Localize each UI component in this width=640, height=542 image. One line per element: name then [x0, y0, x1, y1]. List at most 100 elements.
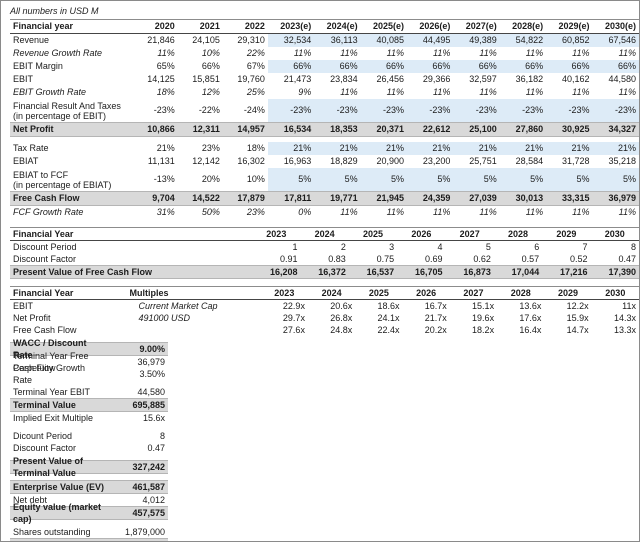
kv-label: Terminal Year EBIT: [13, 387, 91, 397]
value-cell: 66%: [360, 60, 408, 73]
row-label: Discount Period: [10, 241, 252, 254]
value-cell: -23%: [453, 99, 500, 123]
value-cell: 31,728: [561, 156, 590, 166]
value-cell: 25,100: [453, 122, 500, 137]
row-label-line: Discount Period: [13, 242, 77, 252]
multiples-note: 491000 USD: [138, 313, 191, 323]
value-cell: -23%: [360, 99, 408, 123]
value-cell: 20%: [201, 174, 220, 184]
value-cell: 21%: [546, 142, 593, 155]
value-cell: 36,182: [515, 74, 544, 84]
year-header: 2028: [510, 288, 531, 298]
value-cell: 23,834: [330, 74, 358, 84]
value-cell: 21%: [592, 142, 639, 155]
value-cell: 22,612: [407, 122, 454, 137]
value-cell: 18,829: [330, 156, 358, 166]
kv-label: Perpetuity Growth Rate: [13, 363, 86, 385]
value-cell: 11x: [622, 301, 636, 311]
multiples-note: [127, 324, 261, 336]
value-cell: 0.47: [618, 254, 636, 264]
row-label: Revenue: [10, 34, 133, 48]
row-label-line: Present Value of Free Cash Flow: [13, 267, 153, 277]
kv-row: Price per share$243.52: [10, 538, 168, 541]
row-label: EBIT Growth Rate: [10, 86, 133, 99]
value-cell: 20,371: [360, 122, 408, 137]
year-header: 2028: [508, 229, 529, 239]
row-label-line: Free Cash Flow: [13, 193, 80, 203]
value-cell: 30,013: [499, 191, 547, 206]
value-cell: 21%: [407, 142, 454, 155]
value-cell: 18%: [156, 87, 175, 97]
valuation-summary: WACC / Discount Rate 9.00% Terminal Year F…: [10, 338, 168, 541]
year-header: 2029: [557, 288, 579, 298]
value-cell: 66%: [499, 60, 547, 73]
kv-label: Net debt: [13, 495, 48, 505]
value-cell: 5%: [453, 168, 500, 192]
value-cell: -23%: [499, 99, 547, 123]
value-cell: 5%: [499, 168, 547, 192]
value-cell: 26.8x: [330, 313, 353, 323]
row-label-header: Financial Year: [13, 229, 74, 239]
present-value-table: Financial Year 2023 2024 2025 2026 2027 2028 20…: [10, 227, 639, 279]
year-header: 2026: [416, 288, 437, 298]
value-cell: 10%: [201, 48, 220, 58]
value-cell: 24,359: [407, 191, 454, 206]
row-label: EBIAT: [10, 155, 133, 168]
kv-value: 1,879,000: [124, 527, 165, 537]
row-label: Discount Factor: [10, 253, 252, 266]
value-cell: 44,580: [608, 74, 636, 84]
value-cell: 11%: [479, 87, 497, 97]
value-cell: 15.1x: [472, 301, 495, 311]
value-cell: 36,113: [314, 33, 361, 47]
value-cell: -23%: [153, 105, 175, 115]
table-row: Financial Result And Taxes (in percentage…: [10, 99, 639, 123]
table-row: Net Profit 491000 USD 29.7x 26.8x 24.1x 21.7x…: [10, 312, 639, 324]
kv-value: 15.6x: [142, 413, 165, 423]
row-label-line: Free Cash Flow: [13, 325, 77, 335]
value-cell: 14,957: [222, 122, 268, 137]
value-cell: -24%: [243, 105, 265, 115]
kv-value: 3.50%: [139, 369, 165, 379]
value-cell: 22.9x: [282, 301, 305, 311]
year-header: 2026(e): [419, 21, 451, 31]
row-label-line: Discount Factor: [13, 254, 77, 264]
value-cell: 10,866: [132, 122, 178, 137]
value-cell: 11%: [433, 48, 451, 58]
kv-row: Present Value of Terminal Value 327,242: [10, 456, 168, 478]
value-cell: 11%: [618, 207, 636, 217]
value-cell: -23%: [592, 99, 639, 123]
value-cell: -23%: [267, 99, 315, 123]
value-cell: 5%: [546, 168, 593, 192]
value-cell: 66%: [314, 60, 361, 73]
value-cell: 66%: [407, 60, 454, 73]
row-label-header: Financial year: [13, 21, 74, 31]
value-cell: 32,597: [469, 74, 497, 84]
kv-value: 0.47: [147, 443, 165, 453]
value-cell: 0.62: [473, 254, 491, 264]
forecast-table: Financial year 2020 2021 2022 2023(e) 2024(e)…: [10, 19, 639, 219]
kv-row: Terminal Year Free Cash Flow 36,979: [10, 351, 168, 373]
units-note: All numbers in USD M: [10, 6, 99, 16]
year-header: 2022: [244, 21, 265, 31]
kv-row: Equity value (market cap) 457,575: [10, 502, 168, 524]
row-label: EBIT Margin: [10, 60, 133, 73]
value-cell: 7: [582, 242, 588, 252]
value-cell: -23%: [314, 99, 361, 123]
value-cell: 21.7x: [424, 313, 447, 323]
value-cell: 21,846: [147, 35, 175, 45]
value-cell: 11%: [572, 207, 590, 217]
value-cell: 66%: [592, 60, 639, 73]
value-cell: 34,327: [592, 122, 639, 137]
value-cell: 27.6x: [282, 325, 305, 335]
table-row: Revenue Growth Rate 11% 10% 22% 11% 11% 11% 11%…: [10, 47, 639, 60]
value-cell: 22%: [246, 48, 265, 58]
value-cell: 66%: [201, 61, 220, 71]
kv-label: Terminal Year Free Cash Flow: [13, 351, 89, 373]
table-body: EBIT Current Market Cap 22.9x 20.6x 18.6x 16.…: [10, 300, 639, 337]
kv-label: Price per share: [10, 539, 105, 541]
kv-row: Net debt 4,012: [10, 494, 168, 506]
kv-label: Present Value of Terminal Value: [13, 456, 84, 478]
value-cell: 16,873: [445, 265, 494, 279]
kv-label: WACC / Discount Rate: [13, 338, 87, 360]
kv-row: WACC / Discount Rate 9.00%: [10, 338, 168, 360]
